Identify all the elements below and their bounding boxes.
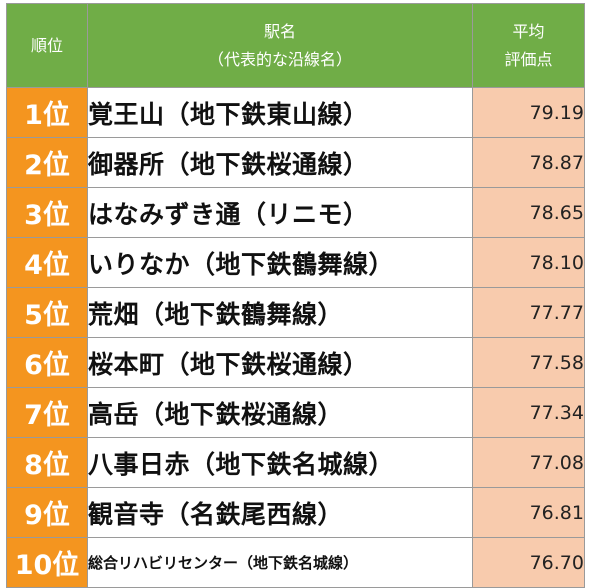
table-row: 4位 いりなか（地下鉄鶴舞線） 78.10 bbox=[6, 237, 585, 288]
rank-cell: 10位 bbox=[6, 537, 88, 588]
table-row: 9位 観音寺（名鉄尾西線） 76.81 bbox=[6, 487, 585, 538]
station-cell: 桜本町（地下鉄桜通線） bbox=[87, 337, 473, 388]
score-cell: 77.58 bbox=[472, 337, 585, 388]
score-cell: 76.70 bbox=[472, 537, 585, 588]
station-cell: 総合リハビリセンター（地下鉄名城線） bbox=[87, 537, 473, 588]
score-header-line1: 平均 bbox=[512, 21, 545, 41]
score-header-line2: 評価点 bbox=[504, 49, 553, 69]
table-row: 10位 総合リハビリセンター（地下鉄名城線） 76.70 bbox=[6, 537, 585, 588]
score-cell: 76.81 bbox=[472, 487, 585, 538]
station-cell: 荒畑（地下鉄鶴舞線） bbox=[87, 287, 473, 338]
rank-cell: 1位 bbox=[6, 87, 88, 138]
rank-cell: 4位 bbox=[6, 237, 88, 288]
rank-header: 順位 bbox=[6, 3, 88, 88]
table-row: 5位 荒畑（地下鉄鶴舞線） 77.77 bbox=[6, 287, 585, 338]
score-cell: 78.10 bbox=[472, 237, 585, 288]
station-cell: はなみずき通（リニモ） bbox=[87, 187, 473, 238]
station-cell: 高岳（地下鉄桜通線） bbox=[87, 387, 473, 438]
station-cell: いりなか（地下鉄鶴舞線） bbox=[87, 237, 473, 288]
score-header: 平均 評価点 bbox=[472, 3, 585, 88]
table-row: 3位 はなみずき通（リニモ） 78.65 bbox=[6, 187, 585, 238]
ranking-table: 順位 駅名 （代表的な沿線名） 平均 評価点 1位 覚王山（地下鉄東山線） 79… bbox=[6, 3, 585, 588]
table-row: 1位 覚王山（地下鉄東山線） 79.19 bbox=[6, 87, 585, 138]
rank-cell: 5位 bbox=[6, 287, 88, 338]
score-cell: 78.87 bbox=[472, 137, 585, 188]
station-cell: 御器所（地下鉄桜通線） bbox=[87, 137, 473, 188]
table-row: 8位 八事日赤（地下鉄名城線） 77.08 bbox=[6, 437, 585, 488]
table-row: 2位 御器所（地下鉄桜通線） 78.87 bbox=[6, 137, 585, 188]
score-cell: 78.65 bbox=[472, 187, 585, 238]
rank-cell: 2位 bbox=[6, 137, 88, 188]
score-cell: 77.34 bbox=[472, 387, 585, 438]
score-cell: 77.77 bbox=[472, 287, 585, 338]
rank-cell: 3位 bbox=[6, 187, 88, 238]
header-row: 順位 駅名 （代表的な沿線名） 平均 評価点 bbox=[6, 3, 585, 88]
rank-cell: 7位 bbox=[6, 387, 88, 438]
rank-cell: 8位 bbox=[6, 437, 88, 488]
table-row: 6位 桜本町（地下鉄桜通線） 77.58 bbox=[6, 337, 585, 388]
rank-cell: 9位 bbox=[6, 487, 88, 538]
station-cell: 観音寺（名鉄尾西線） bbox=[87, 487, 473, 538]
rank-cell: 6位 bbox=[6, 337, 88, 388]
station-header-title: 駅名 bbox=[263, 21, 296, 41]
score-cell: 79.19 bbox=[472, 87, 585, 138]
station-header: 駅名 （代表的な沿線名） bbox=[87, 3, 473, 88]
station-cell: 覚王山（地下鉄東山線） bbox=[87, 87, 473, 138]
station-cell: 八事日赤（地下鉄名城線） bbox=[87, 437, 473, 488]
station-header-subtitle: （代表的な沿線名） bbox=[207, 49, 352, 69]
score-cell: 77.08 bbox=[472, 437, 585, 488]
table-row: 7位 高岳（地下鉄桜通線） 77.34 bbox=[6, 387, 585, 438]
